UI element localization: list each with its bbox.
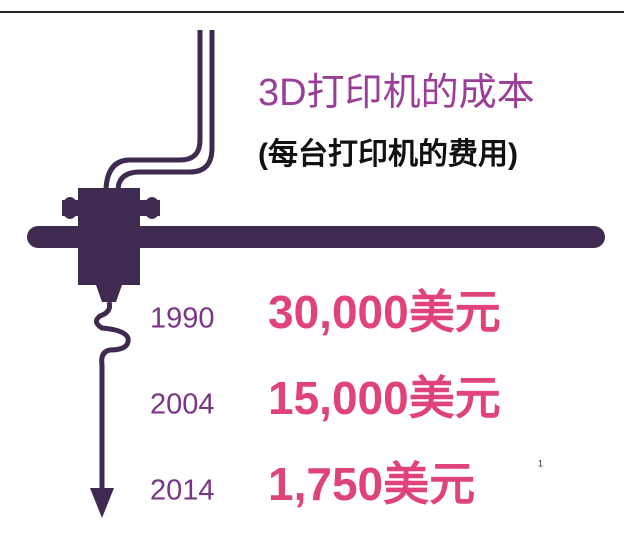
- cost: 15,000美元: [268, 372, 501, 424]
- printer: [38, 188, 594, 302]
- cost: 30,000美元: [268, 286, 501, 338]
- page: {"header": {"title": "3D打印机的成本", "subtit…: [0, 0, 624, 559]
- infographic: 3D打印机的成本 (每台打印机的费用) 1990 30,000美元 2004 1…: [0, 0, 624, 559]
- printer-wires: [106, 30, 212, 188]
- filament: [96, 302, 128, 500]
- subtitle: (每台打印机的费用): [258, 137, 518, 171]
- nozzle: [96, 285, 122, 302]
- year: 2014: [150, 475, 215, 507]
- year: 1990: [150, 303, 215, 335]
- footnote: 1: [538, 458, 543, 468]
- arrow-head: [90, 488, 114, 518]
- year: 2004: [150, 389, 215, 421]
- title: 3D打印机的成本: [258, 72, 535, 114]
- print-head: [78, 188, 140, 285]
- cost: 1,750美元: [268, 458, 475, 510]
